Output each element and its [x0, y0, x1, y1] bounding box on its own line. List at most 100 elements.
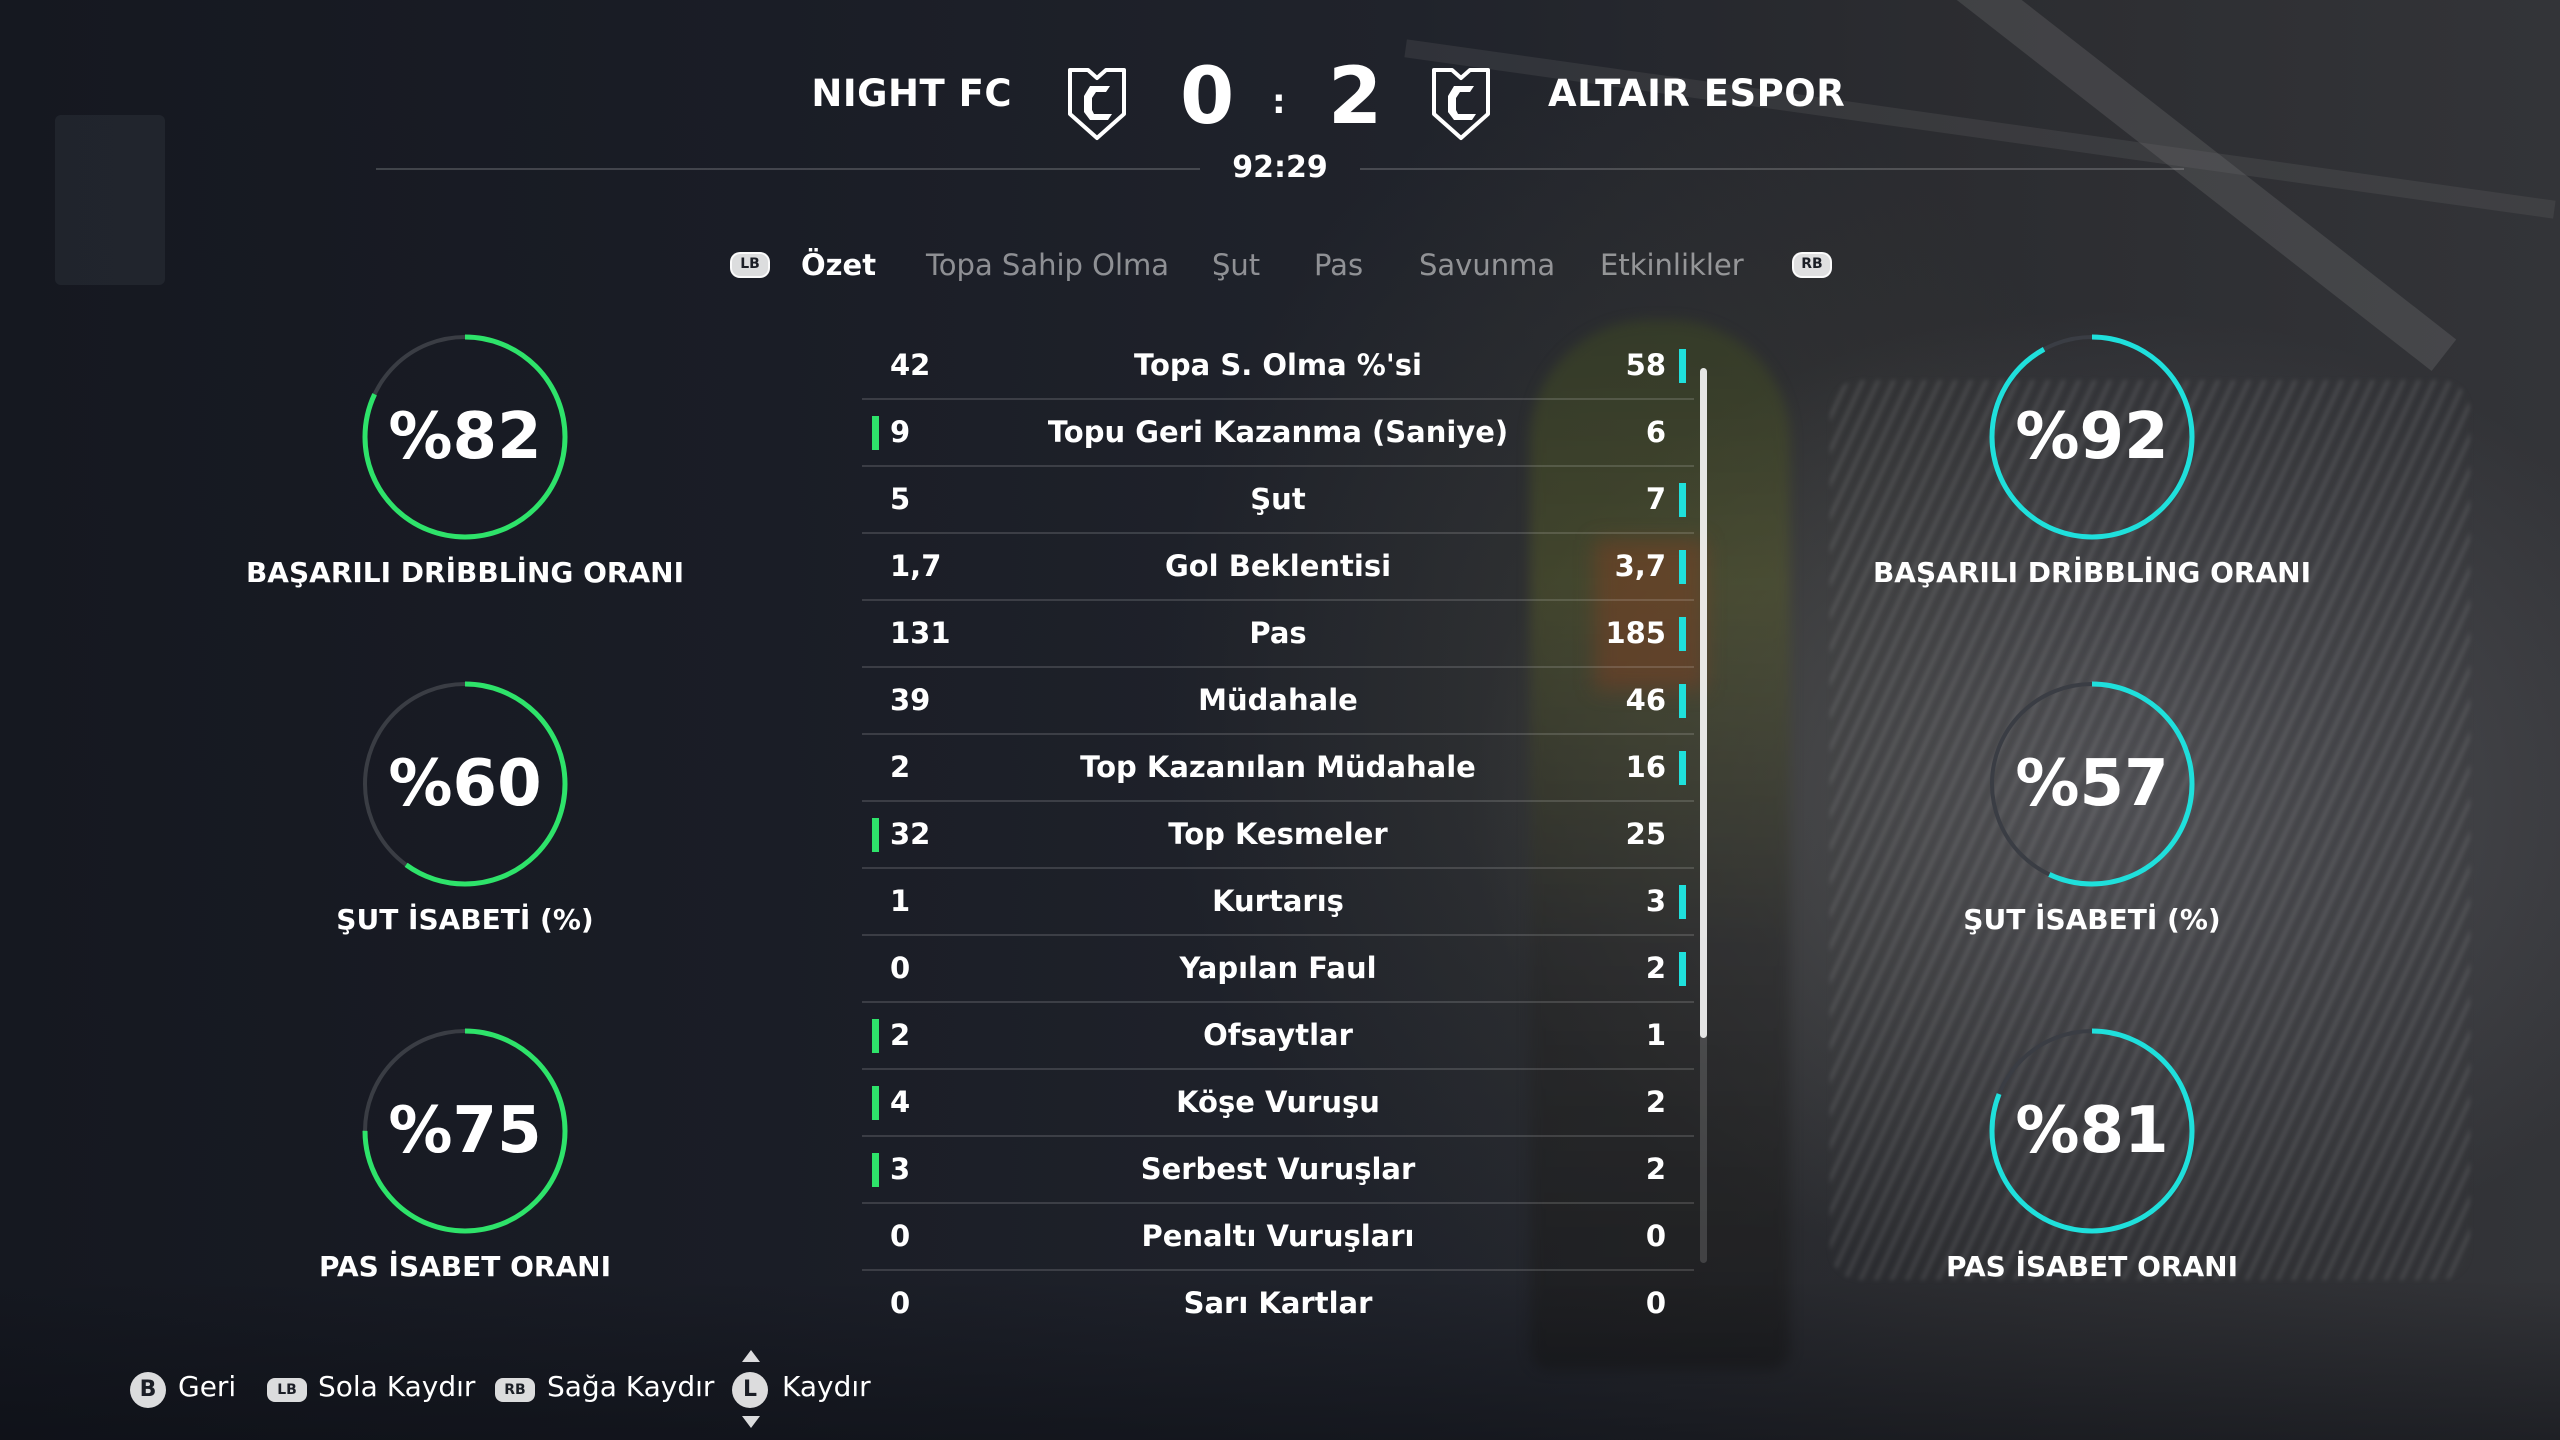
ring-progress-arc	[1989, 1028, 2195, 1234]
stat-home-value: 39	[890, 683, 931, 717]
home-pass-accuracy-label: PAS İSABET ORANI	[319, 1250, 611, 1283]
tab-etkinlikler[interactable]: Etkinlikler	[1600, 248, 1744, 282]
home-lead-bar	[872, 416, 879, 450]
scroll-right-hint-label[interactable]: Sağa Kaydır	[547, 1370, 715, 1403]
stat-row: 5 Şut 7	[862, 467, 1694, 534]
stat-away-value: 1	[1645, 1018, 1666, 1052]
tab-pas[interactable]: Pas	[1314, 248, 1364, 282]
stat-row: 0 Penaltı Vuruşları 0	[862, 1204, 1694, 1271]
away-lead-bar	[1679, 550, 1686, 584]
away-dribble-ring: %92	[1987, 332, 2197, 542]
stat-row: 42 Topa S. Olma %'si 58	[862, 333, 1694, 400]
stat-row: 131 Pas 185	[862, 601, 1694, 668]
stat-name: Sarı Kartlar	[1183, 1286, 1373, 1320]
stat-row: 4 Köşe Vuruşu 2	[862, 1070, 1694, 1137]
rb-button-icon[interactable]: RB	[495, 1378, 535, 1402]
away-shot-accuracy-value: %57	[2015, 747, 2169, 821]
tab-ozet[interactable]: Özet	[801, 248, 877, 282]
away-lead-bar	[1679, 952, 1686, 986]
ring-progress-arc	[362, 1028, 568, 1234]
away-dribble-value: %92	[2015, 400, 2169, 474]
b-button-icon[interactable]: B	[130, 1372, 166, 1408]
background-stadium-beam	[1880, 0, 2457, 371]
lb-bumper-icon[interactable]: LB	[730, 252, 770, 278]
home-lead-bar	[872, 1153, 879, 1187]
stat-row: 2 Ofsaytlar 1	[862, 1003, 1694, 1070]
header-divider-left	[376, 168, 1200, 170]
match-clock: 92:29	[1232, 150, 1328, 185]
away-shot-accuracy-ring: %57	[1987, 679, 2197, 889]
stat-away-value: 3	[1645, 884, 1666, 918]
stat-home-value: 1	[890, 884, 911, 918]
stat-away-value: 2	[1645, 1152, 1666, 1186]
left-stick-icon[interactable]: L	[732, 1372, 768, 1408]
tab-savunma[interactable]: Savunma	[1419, 248, 1556, 282]
stat-home-value: 0	[890, 1286, 911, 1320]
stat-name: Topa S. Olma %'si	[1134, 348, 1422, 382]
stat-home-value: 2	[890, 1018, 911, 1052]
away-lead-bar	[1679, 483, 1686, 517]
tab-topa-sahip-olma[interactable]: Topa Sahip Olma	[926, 248, 1170, 282]
stat-home-value: 3	[890, 1152, 911, 1186]
home-dribble-ring: %82	[360, 332, 570, 542]
stat-away-value: 0	[1645, 1286, 1666, 1320]
ring-progress-arc	[362, 334, 568, 540]
home-lead-bar	[872, 1086, 879, 1120]
stat-away-value: 58	[1625, 348, 1666, 382]
stat-row: 1,7 Gol Beklentisi 3,7	[862, 534, 1694, 601]
away-shot-accuracy-label: ŞUT İSABETİ (%)	[1963, 903, 2221, 936]
away-pass-accuracy-value: %81	[2015, 1094, 2169, 1168]
stat-home-value: 4	[890, 1085, 911, 1119]
stat-away-value: 25	[1625, 817, 1666, 851]
away-pass-accuracy-label: PAS İSABET ORANI	[1946, 1250, 2238, 1283]
scroll-hint-label[interactable]: Kaydır	[782, 1370, 871, 1403]
ring-progress-arc	[1989, 681, 2195, 887]
stats-scrollbar[interactable]	[1700, 368, 1707, 1263]
stat-name: Müdahale	[1198, 683, 1358, 717]
back-hint-label[interactable]: Geri	[178, 1370, 237, 1403]
away-pass-accuracy-ring: %81	[1987, 1026, 2197, 1236]
home-score: 0	[1180, 52, 1235, 142]
stick-up-arrow-icon	[742, 1350, 760, 1362]
stat-home-value: 9	[890, 415, 911, 449]
stat-row: 0 Sarı Kartlar 0	[862, 1271, 1694, 1336]
stat-name: Ofsaytlar	[1203, 1018, 1353, 1052]
home-team-crest-icon	[1066, 64, 1128, 142]
stat-away-value: 185	[1605, 616, 1666, 650]
away-lead-bar	[1679, 349, 1686, 383]
tab-sut[interactable]: Şut	[1212, 248, 1261, 282]
stat-away-value: 6	[1645, 415, 1666, 449]
stat-name: Serbest Vuruşlar	[1140, 1152, 1416, 1186]
away-lead-bar	[1679, 751, 1686, 785]
stat-away-value: 46	[1625, 683, 1666, 717]
stat-name: Topu Geri Kazanma (Saniye)	[1047, 415, 1509, 449]
home-pass-accuracy-value: %75	[388, 1094, 542, 1168]
stat-home-value: 42	[890, 348, 931, 382]
lb-button-icon[interactable]: LB	[267, 1378, 307, 1402]
rb-bumper-icon[interactable]: RB	[1792, 252, 1832, 278]
away-team-name: ALTAIR ESPOR	[1548, 72, 1846, 115]
stat-away-value: 2	[1645, 1085, 1666, 1119]
stat-row: 2 Top Kazanılan Müdahale 16	[862, 735, 1694, 802]
stat-name: Top Kazanılan Müdahale	[1080, 750, 1476, 784]
stat-name: Penaltı Vuruşları	[1141, 1219, 1415, 1253]
home-shot-accuracy-value: %60	[388, 747, 542, 821]
away-lead-bar	[1679, 684, 1686, 718]
home-dribble-value: %82	[388, 400, 542, 474]
stat-name: Yapılan Faul	[1179, 951, 1377, 985]
stat-home-value: 2	[890, 750, 911, 784]
stats-scrollbar-thumb[interactable]	[1700, 368, 1707, 1038]
home-team-name: NIGHT FC	[811, 72, 1012, 115]
stick-down-arrow-icon	[742, 1416, 760, 1428]
stat-row: 1 Kurtarış 3	[862, 869, 1694, 936]
home-dribble-label: BAŞARILI DRİBBLİNG ORANI	[245, 556, 685, 589]
home-shot-accuracy-ring: %60	[360, 679, 570, 889]
stat-home-value: 0	[890, 951, 911, 985]
away-score: 2	[1328, 52, 1383, 142]
scroll-left-hint-label[interactable]: Sola Kaydır	[318, 1370, 476, 1403]
stat-row: 39 Müdahale 46	[862, 668, 1694, 735]
stat-home-value: 5	[890, 482, 911, 516]
stat-name: Pas	[1249, 616, 1307, 650]
stat-name: Kurtarış	[1212, 884, 1344, 918]
match-stats-table[interactable]: 42 Topa S. Olma %'si 58 9 Topu Geri Kazanma …	[862, 333, 1694, 1336]
